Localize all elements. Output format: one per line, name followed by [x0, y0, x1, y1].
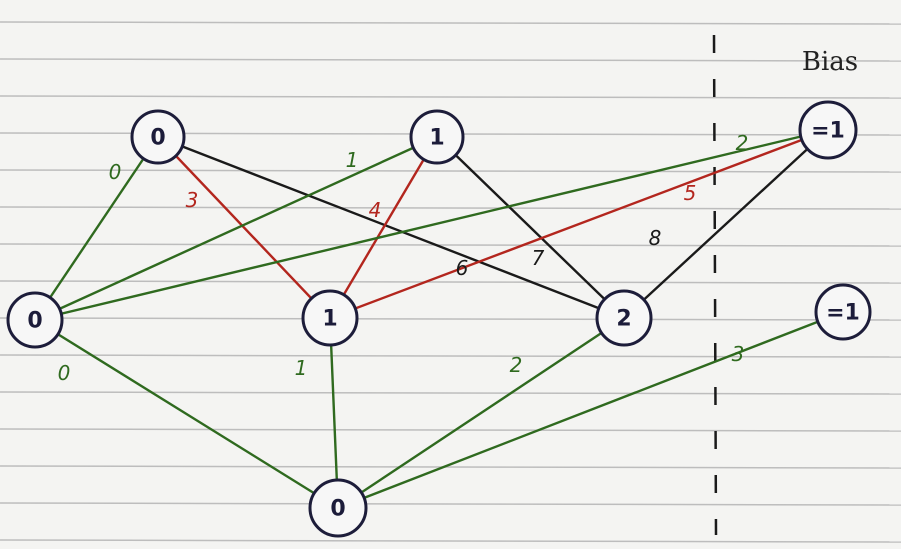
ruled-line: [0, 280, 901, 284]
node-circle: [301, 289, 359, 347]
edge-weight-label: 0: [58, 361, 71, 385]
edge-weight-label: 8: [649, 226, 662, 250]
edge-t1-m1: [328, 135, 439, 320]
edge-m1-b0: [328, 316, 340, 510]
node-label: =1: [826, 301, 860, 326]
node-circle: [798, 100, 858, 160]
edge-t1-m0: [33, 135, 439, 322]
edge-m0-b0: [33, 318, 340, 510]
ruled-line: [0, 428, 901, 432]
node-t0: 0: [130, 109, 186, 165]
ruled-line: [0, 206, 901, 210]
node-m0: 0: [6, 291, 64, 349]
node-circle: [308, 478, 368, 538]
edge-weight-label: 6: [456, 256, 469, 280]
node-label: 2: [616, 307, 631, 332]
node-label: 0: [27, 309, 42, 334]
ruled-line: [0, 465, 901, 469]
edge-biasTop-m1: [328, 128, 830, 320]
edge-labels: 0 3 6 1 4 7 2 58 0 1 2 3: [58, 131, 749, 385]
bias-divider-line: [712, 34, 718, 536]
node-m2: 2: [595, 289, 653, 347]
edge-weight-label: 4: [369, 198, 382, 222]
ruled-line: [0, 317, 901, 321]
edge-t0-m1: [156, 135, 332, 320]
edge-t0-m0: [33, 135, 160, 322]
edge-weight-label: 7: [532, 246, 545, 270]
node-biasTop: =1: [798, 100, 858, 160]
edge-weight-label: 0: [109, 160, 122, 184]
ruled-line: [0, 502, 901, 506]
ruled-line: [0, 539, 901, 543]
node-label: 1: [322, 307, 337, 332]
edge-biasTop-m0: [33, 128, 830, 322]
edge-weight-label: 3: [732, 342, 745, 366]
edge-biasTop-m2: [622, 128, 830, 320]
edges: [33, 128, 845, 510]
node-label: =1: [811, 119, 845, 144]
ruled-line: [0, 354, 901, 358]
edge-weight-label: 3: [186, 188, 199, 212]
edge-weight-label: 5: [684, 181, 697, 205]
node-biasMid: =1: [814, 283, 872, 341]
node-circle: [814, 283, 872, 341]
ruled-line: [0, 21, 901, 25]
ruled-line: [0, 391, 901, 395]
node-label: 1: [429, 126, 444, 151]
node-circle: [409, 109, 465, 165]
ruled-line: [0, 95, 901, 99]
edge-t0-m2: [156, 135, 626, 320]
edge-weight-label: 1: [295, 356, 308, 380]
ruled-line: [0, 169, 901, 173]
node-b0: 0: [308, 478, 368, 538]
node-label: 0: [150, 126, 165, 151]
ruled-line: [0, 243, 901, 247]
node-circle: [595, 289, 653, 347]
ruled-line: [0, 58, 901, 62]
edge-weight-label: 1: [346, 148, 359, 172]
node-label: 0: [330, 497, 345, 522]
edge-t1-m2: [435, 135, 626, 320]
nodes: 0 1 =1 0 1 2 =1 0: [6, 100, 872, 538]
node-m1: 1: [301, 289, 359, 347]
bias-heading: Bias: [802, 47, 858, 77]
edge-biasMid-b0: [336, 310, 845, 510]
node-circle: [130, 109, 186, 165]
edge-weight-label: 2: [736, 131, 749, 155]
node-circle: [6, 291, 64, 349]
edge-m2-b0: [336, 316, 626, 510]
edge-weight-label: 2: [510, 353, 523, 377]
node-t1: 1: [409, 109, 465, 165]
